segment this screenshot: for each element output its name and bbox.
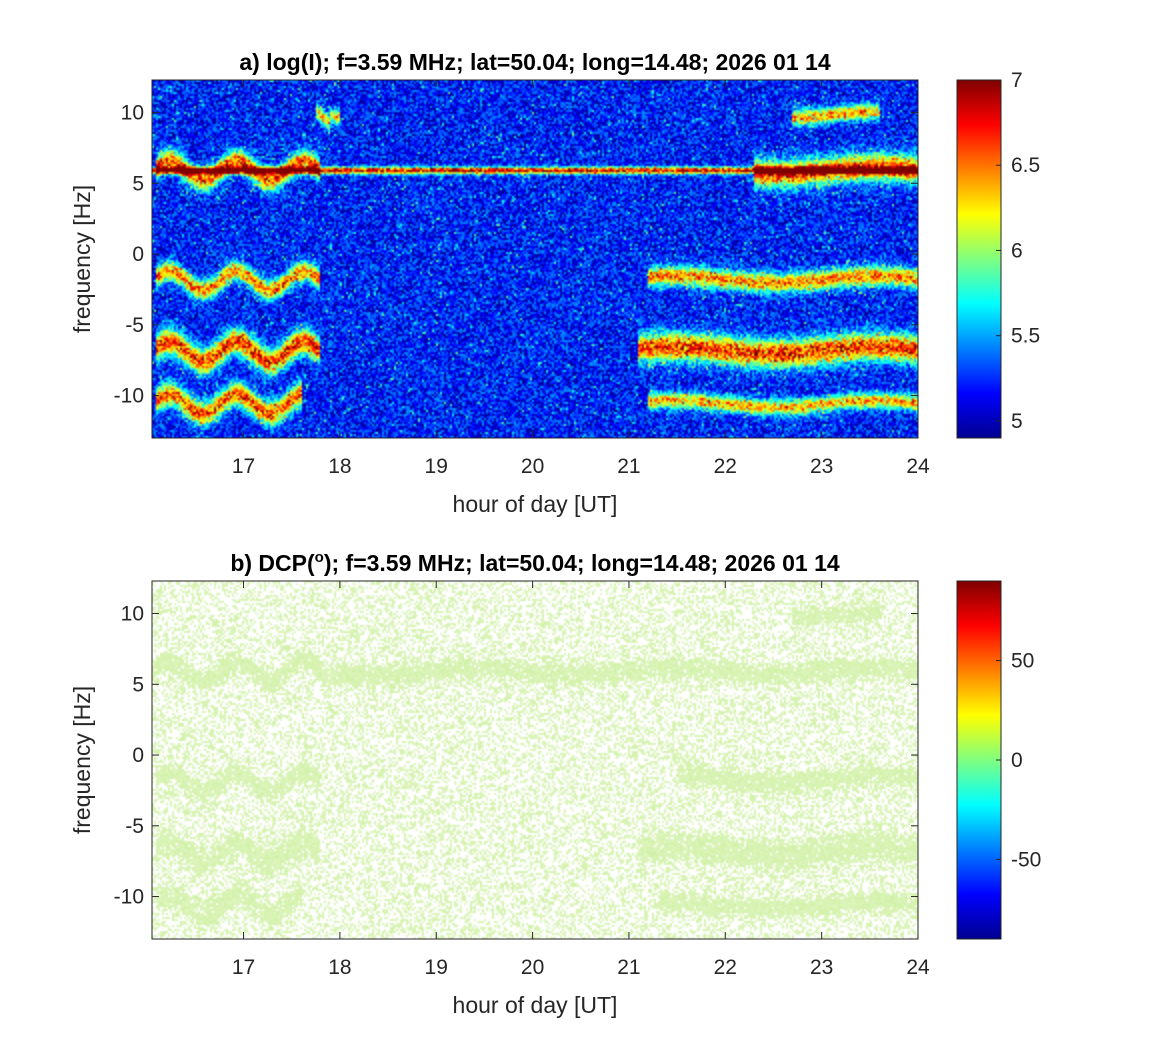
panel-b-title-superscript: o [315, 549, 324, 566]
panel-b-y-tick-label: 0 [132, 744, 144, 767]
panel-b-y-tick-label: -10 [114, 886, 144, 909]
panel-b-x-tick-label: 17 [232, 956, 255, 979]
panel-a-colorbar-tick-label: 6.5 [1011, 154, 1040, 177]
panel-b-colorbar-ticks: -50 0 50 [996, 650, 1041, 871]
panel-a: a) log(I); f=3.59 MHz; lat=50.04; long=1… [69, 49, 1040, 517]
panel-b-x-tick-label: 20 [521, 956, 544, 979]
panel-a-x-tick-label: 24 [906, 455, 930, 478]
panel-a-colorbar-ticks: 5 5.5 6 6.5 7 [996, 69, 1040, 433]
panel-a-title: a) log(I); f=3.59 MHz; lat=50.04; long=1… [239, 49, 830, 75]
panel-b-y-tick-label: 5 [132, 673, 144, 696]
panel-a-y-tick-label: -10 [114, 385, 144, 408]
panel-a-x-tick-label: 23 [810, 455, 833, 478]
panel-a-colorbar-tick-label: 5.5 [1011, 325, 1040, 348]
panel-a-colorbar-tick-label: 5 [1011, 410, 1023, 433]
panel-a-y-tick-label: 0 [132, 243, 144, 266]
panel-a-colorbar-tick-label: 6 [1011, 239, 1023, 262]
panel-a-x-tick-label: 21 [617, 455, 640, 478]
panel-b-title: b) DCP(o); f=3.59 MHz; lat=50.04; long=1… [230, 549, 840, 576]
panel-b-axes-frame [151, 580, 919, 940]
panel-a-axes-frame [151, 79, 919, 439]
panel-a-ticks: 17 18 19 20 21 22 23 24 -10 -5 0 5 10 [114, 80, 930, 478]
panel-a-spectrogram-image [152, 80, 918, 438]
panel-b-colorbar-tick-label: 0 [1011, 749, 1023, 772]
panel-b-x-tick-label: 18 [328, 956, 351, 979]
panel-a-x-tick-label: 18 [328, 455, 351, 478]
panel-b-x-tick-label: 19 [425, 956, 448, 979]
panel-a-x-tick-label: 17 [232, 455, 255, 478]
panel-a-x-tick-label: 22 [714, 455, 737, 478]
panel-a-y-tick-label: 5 [132, 172, 144, 195]
panel-a-colorbar-tick-label: 7 [1011, 69, 1023, 92]
panel-a-y-axis-label: frequency [Hz] [69, 185, 95, 333]
panel-b-y-tick-label: 10 [121, 603, 144, 626]
panel-b-ticks: 17 18 19 20 21 22 23 24 -10 -5 0 5 10 [114, 581, 930, 979]
panel-b-x-tick-label: 23 [810, 956, 833, 979]
panel-a-y-tick-label: 10 [121, 102, 144, 125]
panel-a-y-tick-label: -5 [125, 314, 144, 337]
panel-a-x-tick-label: 19 [425, 455, 448, 478]
panel-b-colorbar-tick-label: 50 [1011, 650, 1034, 673]
panel-a-colorbar [956, 79, 1002, 439]
panel-b-x-tick-label: 24 [906, 956, 930, 979]
panel-b-spectrogram-image [152, 581, 918, 939]
panel-b-x-tick-label: 22 [714, 956, 737, 979]
panel-b-y-tick-label: -5 [125, 815, 144, 838]
panel-b-title-rest: ); f=3.59 MHz; lat=50.04; long=14.48; 20… [324, 550, 840, 576]
panel-b-colorbar [956, 580, 1002, 940]
panel-b-x-axis-label: hour of day [UT] [453, 992, 618, 1018]
panel-b-title-start: b) DCP( [230, 550, 315, 576]
panel-b-x-tick-label: 21 [617, 956, 640, 979]
panel-a-x-axis-label: hour of day [UT] [453, 491, 618, 517]
panel-b-colorbar-tick-label: -50 [1011, 848, 1041, 871]
panel-b-y-axis-label: frequency [Hz] [69, 686, 95, 834]
panel-a-x-tick-label: 20 [521, 455, 544, 478]
panel-b: b) DCP(o); f=3.59 MHz; lat=50.04; long=1… [69, 549, 1041, 1018]
